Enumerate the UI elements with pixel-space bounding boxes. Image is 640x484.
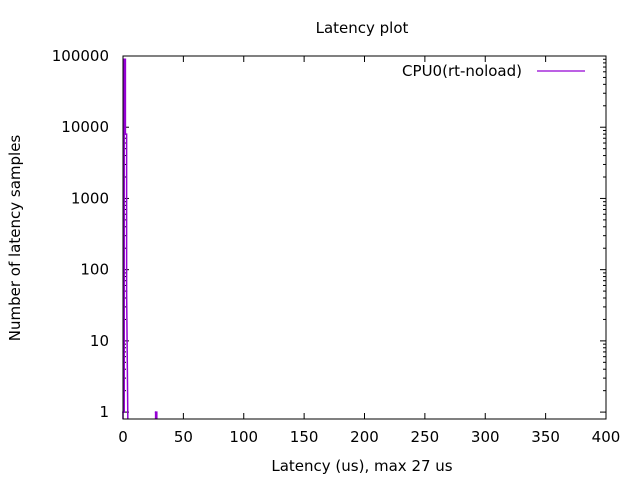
series-cpu0	[122, 58, 158, 420]
data-point	[123, 58, 126, 61]
y-tick-label: 100	[80, 261, 109, 279]
x-tick-label: 200	[350, 428, 379, 446]
x-tick-label: 100	[229, 428, 258, 446]
y-axis-label: Number of latency samples	[6, 135, 24, 342]
chart-title: Latency plot	[316, 19, 409, 37]
data-point	[125, 290, 128, 292]
x-tick-label: 300	[471, 428, 500, 446]
y-tick-label: 1	[99, 403, 109, 421]
tick-marks	[122, 55, 607, 419]
y-tick-label: 10	[90, 332, 109, 350]
x-tick-label: 400	[592, 428, 621, 446]
series-layer	[122, 58, 158, 420]
y-tick-label: 10000	[61, 118, 109, 136]
data-point	[124, 133, 127, 135]
x-tick-label: 50	[174, 428, 193, 446]
y-tick-label: 100000	[52, 47, 109, 65]
x-tick-label: 0	[118, 428, 128, 446]
x-axis-label: Latency (us), max 27 us	[271, 457, 452, 475]
x-tick-label: 350	[531, 428, 560, 446]
data-point	[154, 411, 157, 413]
legend-label: CPU0(rt-noload)	[402, 62, 522, 80]
x-tick-label: 150	[290, 428, 319, 446]
legend: CPU0(rt-noload)	[402, 62, 585, 80]
tick-labels: 0 50 100 150 200 250 300 350 400 1 10 100 1000 10000 1…	[52, 47, 621, 446]
y-tick-label: 1000	[71, 189, 109, 207]
plot-area-frame	[122, 55, 607, 420]
series-line	[122, 58, 158, 420]
x-tick-label: 250	[411, 428, 440, 446]
